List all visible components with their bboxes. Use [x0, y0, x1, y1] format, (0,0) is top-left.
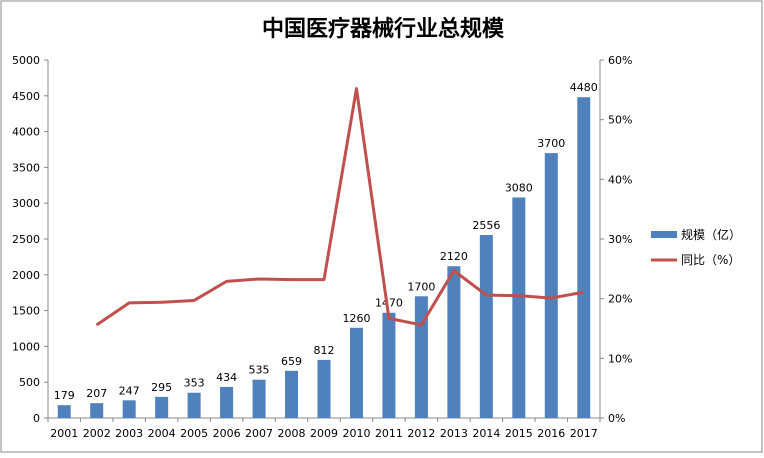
y-left-tick-label: 1000	[12, 340, 40, 353]
x-tick-label: 2014	[472, 427, 500, 440]
y-left-tick-label: 3000	[12, 197, 40, 210]
chart-title: 中国医疗器械行业总规模	[262, 16, 505, 42]
yoy-line	[95, 87, 585, 327]
bar-data-label: 4480	[570, 81, 598, 94]
yoy-point	[550, 297, 552, 299]
bar	[90, 403, 104, 418]
bar	[285, 370, 299, 418]
bar	[122, 400, 136, 418]
x-tick-label: 2009	[310, 427, 338, 440]
yoy-point	[291, 279, 293, 281]
legend-label-bar: 规模（亿）	[681, 227, 741, 242]
bar-data-label: 434	[216, 371, 237, 384]
x-tick-label: 2015	[505, 427, 533, 440]
x-tick-label: 2006	[213, 427, 241, 440]
yoy-point	[485, 294, 487, 296]
bar-data-label: 1260	[342, 312, 370, 325]
legend-swatch-bar	[651, 231, 677, 238]
y-right-tick-label: 60%	[608, 54, 632, 67]
bar	[349, 327, 363, 418]
bar	[57, 405, 71, 418]
yoy-point	[420, 324, 422, 326]
yoy-point	[258, 278, 260, 280]
x-tick-label: 2010	[342, 427, 370, 440]
bar	[382, 312, 396, 418]
yoy-point	[388, 317, 390, 319]
bar	[252, 379, 266, 418]
bar	[220, 386, 234, 418]
bar-data-label: 2120	[440, 250, 468, 263]
bar-data-label: 812	[314, 344, 335, 357]
bar-data-label: 3700	[537, 137, 565, 150]
yoy-point	[226, 280, 228, 282]
bar	[317, 359, 331, 418]
yoy-point	[518, 295, 520, 297]
bar-data-label: 659	[281, 355, 302, 368]
yoy-point	[193, 299, 195, 301]
x-tick-label: 2001	[50, 427, 78, 440]
yoy-point	[355, 88, 357, 90]
yoy-point	[128, 302, 130, 304]
y-left-tick-label: 3500	[12, 161, 40, 174]
bar	[512, 197, 526, 418]
y-right-tick-label: 30%	[608, 233, 632, 246]
bar-data-label: 207	[86, 387, 107, 400]
x-tick-label: 2003	[115, 427, 143, 440]
bar-data-label: 2556	[472, 219, 500, 232]
x-tick-label: 2017	[570, 427, 598, 440]
x-tick-label: 2016	[537, 427, 565, 440]
y-left-tick-label: 0	[33, 412, 40, 425]
yoy-point	[96, 324, 98, 326]
yoy-point	[453, 270, 455, 272]
y-left-tick-label: 1500	[12, 305, 40, 318]
y-right-tick-label: 50%	[608, 114, 632, 127]
x-tick-label: 2005	[180, 427, 208, 440]
yoy-point	[323, 279, 325, 281]
yoy-point	[161, 301, 163, 303]
bar-data-label: 535	[249, 364, 270, 377]
bar-data-label: 1470	[375, 297, 403, 310]
y-left-tick-label: 2500	[12, 233, 40, 246]
legend: 规模（亿） 同比（%）	[651, 227, 741, 267]
y-right-tick-label: 20%	[608, 293, 632, 306]
legend-label-line: 同比（%）	[681, 253, 740, 267]
bar-data-label: 1700	[407, 280, 435, 293]
x-tick-label: 2007	[245, 427, 273, 440]
bar-data-label: 247	[119, 384, 140, 397]
x-tick-label: 2004	[148, 427, 176, 440]
x-tick-label: 2002	[83, 427, 111, 440]
y-right-tick-label: 10%	[608, 352, 632, 365]
y-right-tick-label: 40%	[608, 173, 632, 186]
y-left-tick-label: 5000	[12, 54, 40, 67]
bar-data-label: 295	[151, 381, 172, 394]
bar	[155, 396, 169, 418]
bar-data-label: 179	[54, 389, 75, 402]
bar-data-label: 353	[184, 377, 205, 390]
bar	[577, 97, 591, 419]
x-tick-label: 2013	[440, 427, 468, 440]
x-tick-label: 2011	[375, 427, 403, 440]
bar	[414, 296, 428, 418]
y-left-tick-label: 4000	[12, 126, 40, 139]
x-tick-label: 2012	[407, 427, 435, 440]
y-left-tick-label: 2000	[12, 269, 40, 282]
y-left-tick-label: 4500	[12, 90, 40, 103]
yoy-point	[583, 291, 585, 293]
bar-data-label: 3080	[505, 181, 533, 194]
y-left-tick-label: 500	[19, 376, 40, 389]
bar	[479, 234, 493, 418]
y-right-tick-label: 0%	[608, 412, 625, 425]
x-tick-label: 2008	[278, 427, 306, 440]
bar	[187, 392, 201, 418]
bar	[447, 266, 461, 418]
bar	[544, 153, 558, 418]
